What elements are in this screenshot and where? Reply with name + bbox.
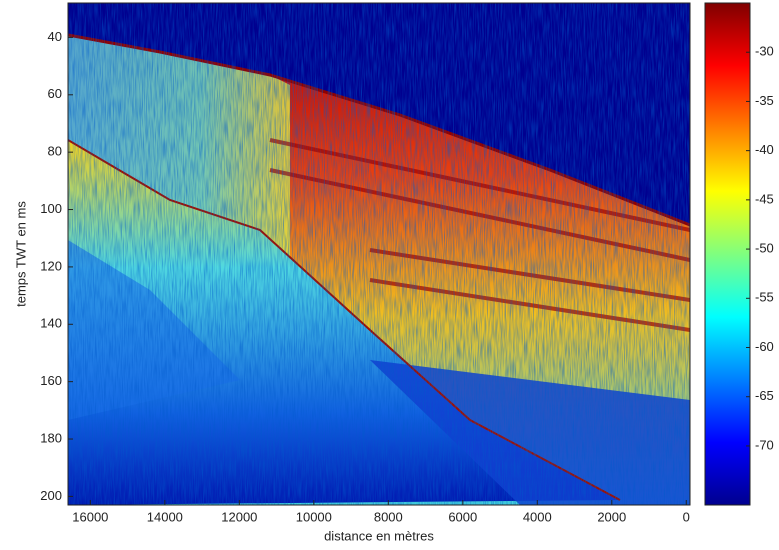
y-tick-label: 60 — [48, 86, 62, 101]
plot-frame — [67, 2, 691, 506]
colorbar — [704, 2, 751, 506]
colorbar-tick-label: -65 — [755, 388, 774, 403]
seismic-image — [68, 3, 690, 505]
colorbar-tick-label: -30 — [755, 44, 774, 59]
x-tick-label: 8000 — [374, 509, 403, 524]
colorbar-tick-label: -55 — [755, 290, 774, 305]
colorbar-tick-label: -40 — [755, 142, 774, 157]
y-tick-label: 80 — [48, 144, 62, 159]
x-tick-label: 2000 — [597, 509, 626, 524]
y-axis-label: temps TWT en ms — [13, 201, 28, 307]
colorbar-tick-label: -35 — [755, 93, 774, 108]
colorbar-tick-label: -50 — [755, 241, 774, 256]
x-tick-label: 10000 — [296, 509, 332, 524]
y-tick-label: 40 — [48, 29, 62, 44]
x-tick-label: 14000 — [147, 509, 183, 524]
y-tick-label: 100 — [40, 201, 62, 216]
y-tick-label: 140 — [40, 316, 62, 331]
y-tick-label: 180 — [40, 430, 62, 445]
colorbar-tick-label: -60 — [755, 339, 774, 354]
colorbar-tick-label: -70 — [755, 437, 774, 452]
colorbar-tick-label: -45 — [755, 191, 774, 206]
x-tick-label: 4000 — [523, 509, 552, 524]
x-axis-label: distance en mètres — [324, 528, 434, 543]
y-tick-label: 120 — [40, 258, 62, 273]
x-tick-label: 6000 — [448, 509, 477, 524]
y-tick-label: 200 — [40, 488, 62, 503]
y-tick-label: 160 — [40, 373, 62, 388]
x-tick-label: 16000 — [72, 509, 108, 524]
x-tick-label: 12000 — [221, 509, 257, 524]
x-tick-label: 0 — [683, 509, 690, 524]
